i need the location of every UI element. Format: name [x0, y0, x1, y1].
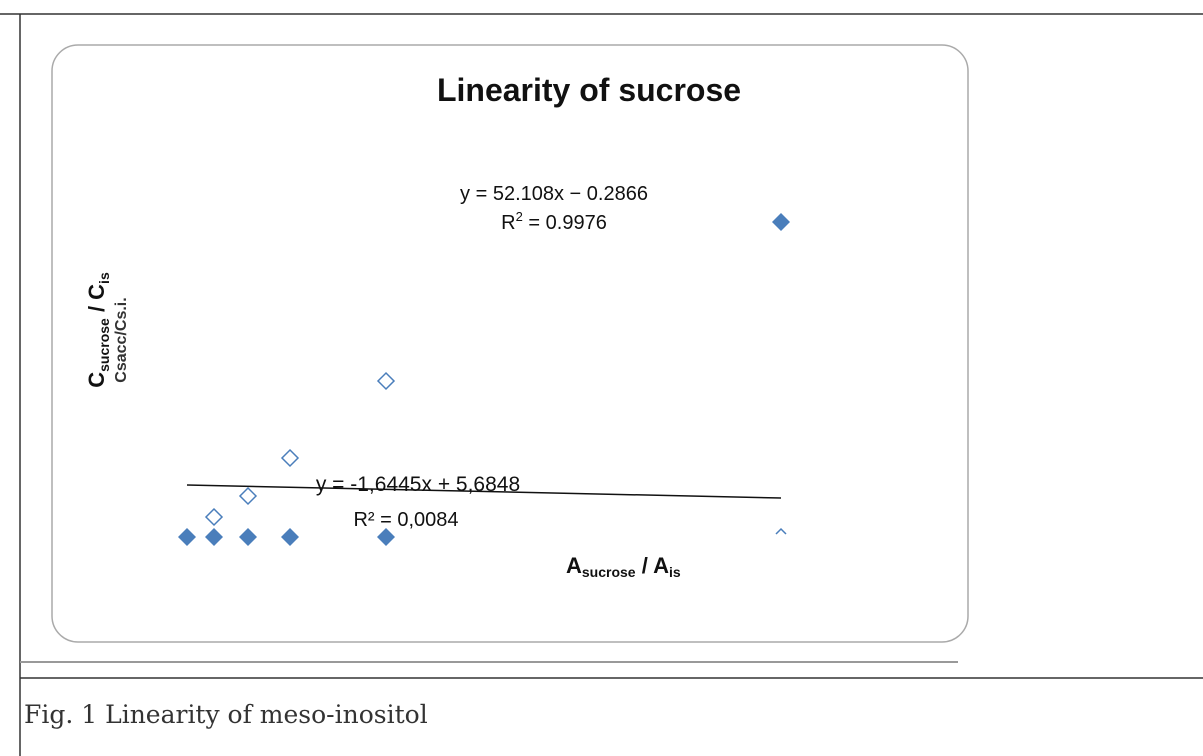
label-mid: / A [636, 553, 670, 578]
open-markers [204, 371, 787, 535]
marker [238, 486, 258, 506]
label-sub: sucrose [96, 318, 112, 372]
r-rest: = 0.9976 [523, 212, 607, 234]
trendline [186, 484, 782, 499]
chart-title: Linearity of sucrose [437, 72, 741, 108]
r-sup: 2 [516, 209, 523, 224]
label-main: C [84, 372, 109, 388]
x-axis-label: Asucrose / Ais [566, 553, 681, 580]
chart-frame [51, 44, 969, 643]
marker [280, 448, 300, 468]
marker [205, 528, 223, 546]
marker [178, 528, 196, 546]
y-axis-label: Csucrose / Cis [84, 272, 112, 388]
marker [775, 527, 787, 535]
r-squared: R2 = 0.9976 [501, 209, 607, 234]
marker [239, 528, 257, 546]
equation: y = 52.108x − 0.2866 [460, 183, 648, 205]
label-mid: / C [84, 284, 109, 318]
r-squared: R² = 0,0084 [353, 509, 458, 531]
label-sub: is [669, 564, 681, 580]
label-sub: is [96, 272, 112, 284]
marker [281, 528, 299, 546]
label-sub: sucrose [582, 564, 636, 580]
y-axis-label-alt: Csacc/Cs.i. [113, 297, 130, 382]
marker [204, 507, 224, 527]
marker [376, 371, 396, 391]
label-main: A [566, 553, 582, 578]
r-prefix: R [501, 212, 515, 234]
marker [377, 528, 395, 546]
equation: y = -1,6445x + 5,6848 [316, 473, 520, 496]
caption: Fig. 1 Linearity of meso-inositol [24, 700, 428, 729]
marker [772, 213, 790, 231]
filled-markers [178, 213, 790, 546]
